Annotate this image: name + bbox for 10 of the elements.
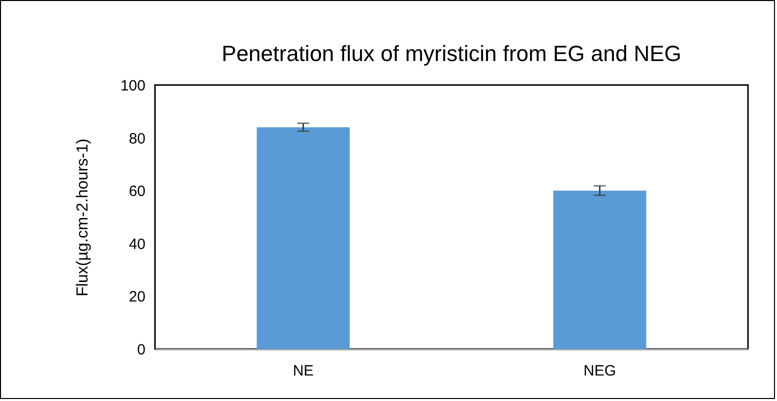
y-tick-label: 20 bbox=[128, 288, 146, 306]
x-tick-label: NEG bbox=[583, 362, 616, 380]
x-tick-label: NE bbox=[292, 362, 314, 380]
chart-title: Penetration flux of myristicin from EG and NEG bbox=[222, 41, 682, 66]
y-tick-label: 100 bbox=[120, 78, 146, 94]
y-tick-label: 60 bbox=[128, 183, 146, 200]
y-axis-title: Flux(µg.cm-2.hours-1) bbox=[74, 138, 92, 296]
y-tick-label: 40 bbox=[128, 236, 146, 253]
y-tick-label: 0 bbox=[137, 342, 146, 358]
y-tick-label: 80 bbox=[128, 130, 146, 148]
